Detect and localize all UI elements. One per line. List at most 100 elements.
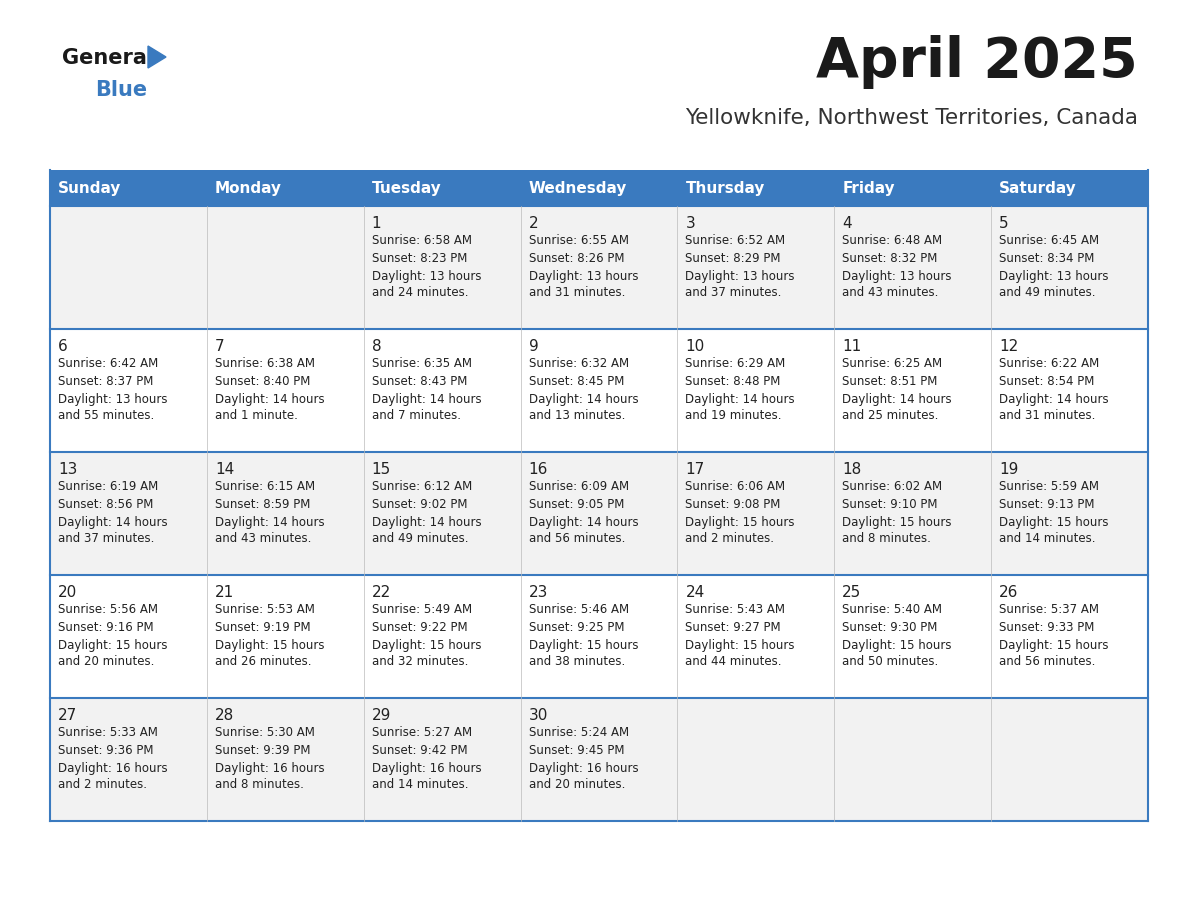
Text: 20: 20 [58,585,77,600]
Text: and 43 minutes.: and 43 minutes. [842,286,939,299]
Text: 19: 19 [999,462,1018,477]
Text: Sunrise: 5:33 AM: Sunrise: 5:33 AM [58,726,158,739]
Text: Sunrise: 6:02 AM: Sunrise: 6:02 AM [842,480,942,493]
Text: Sunrise: 5:46 AM: Sunrise: 5:46 AM [529,603,628,616]
Bar [520,698,677,821]
Text: 21: 21 [215,585,234,600]
Text: Sunset: 8:26 PM: Sunset: 8:26 PM [529,252,624,265]
Text: Sunset: 9:33 PM: Sunset: 9:33 PM [999,621,1094,634]
Bar [520,170,677,206]
Text: Daylight: 15 hours: Daylight: 15 hours [999,639,1108,652]
Bar [50,329,207,452]
Text: Daylight: 13 hours: Daylight: 13 hours [58,393,168,406]
Text: and 14 minutes.: and 14 minutes. [999,532,1095,545]
Text: and 50 minutes.: and 50 minutes. [842,655,939,668]
Text: Sunset: 8:32 PM: Sunset: 8:32 PM [842,252,937,265]
Text: Sunset: 9:39 PM: Sunset: 9:39 PM [215,744,310,757]
Text: 12: 12 [999,339,1018,354]
Text: Thursday: Thursday [685,181,765,196]
Text: Sunset: 9:10 PM: Sunset: 9:10 PM [842,498,937,511]
Text: Daylight: 15 hours: Daylight: 15 hours [685,516,795,529]
Text: 14: 14 [215,462,234,477]
Text: Daylight: 13 hours: Daylight: 13 hours [529,270,638,283]
Text: General: General [62,48,154,68]
Bar [520,575,677,698]
Text: Sunset: 8:51 PM: Sunset: 8:51 PM [842,375,937,388]
Bar [364,575,520,698]
Text: Sunset: 8:48 PM: Sunset: 8:48 PM [685,375,781,388]
Text: 15: 15 [372,462,391,477]
Text: Sunrise: 6:22 AM: Sunrise: 6:22 AM [999,357,1099,370]
Text: Daylight: 15 hours: Daylight: 15 hours [215,639,324,652]
Text: Sunrise: 6:45 AM: Sunrise: 6:45 AM [999,234,1099,247]
Text: Sunrise: 5:53 AM: Sunrise: 5:53 AM [215,603,315,616]
Bar [677,698,834,821]
Text: Daylight: 14 hours: Daylight: 14 hours [372,393,481,406]
Text: Daylight: 15 hours: Daylight: 15 hours [58,639,168,652]
Text: Sunrise: 6:15 AM: Sunrise: 6:15 AM [215,480,315,493]
Text: 6: 6 [58,339,68,354]
Text: Sunset: 8:34 PM: Sunset: 8:34 PM [999,252,1094,265]
Bar [50,452,207,575]
Bar [364,170,520,206]
Bar [364,698,520,821]
Text: Sunrise: 6:58 AM: Sunrise: 6:58 AM [372,234,472,247]
Text: Sunrise: 5:27 AM: Sunrise: 5:27 AM [372,726,472,739]
Text: and 8 minutes.: and 8 minutes. [842,532,931,545]
Text: Daylight: 16 hours: Daylight: 16 hours [372,762,481,775]
Text: Sunrise: 5:43 AM: Sunrise: 5:43 AM [685,603,785,616]
Text: 11: 11 [842,339,861,354]
Text: 5: 5 [999,216,1009,231]
Bar [520,452,677,575]
Bar [207,575,364,698]
Text: Sunrise: 5:24 AM: Sunrise: 5:24 AM [529,726,628,739]
Text: and 19 minutes.: and 19 minutes. [685,409,782,422]
Text: and 32 minutes.: and 32 minutes. [372,655,468,668]
Bar [834,206,991,329]
Text: Daylight: 14 hours: Daylight: 14 hours [685,393,795,406]
Polygon shape [148,46,166,68]
Bar [520,206,677,329]
Text: 30: 30 [529,708,548,723]
Bar [207,170,364,206]
Text: 2: 2 [529,216,538,231]
Text: Sunset: 8:40 PM: Sunset: 8:40 PM [215,375,310,388]
Text: and 49 minutes.: and 49 minutes. [999,286,1095,299]
Text: Sunset: 8:59 PM: Sunset: 8:59 PM [215,498,310,511]
Text: Daylight: 15 hours: Daylight: 15 hours [529,639,638,652]
Text: and 55 minutes.: and 55 minutes. [58,409,154,422]
Text: Sunset: 8:45 PM: Sunset: 8:45 PM [529,375,624,388]
Bar [364,329,520,452]
Text: Sunrise: 6:12 AM: Sunrise: 6:12 AM [372,480,472,493]
Text: Sunrise: 6:25 AM: Sunrise: 6:25 AM [842,357,942,370]
Bar [50,698,207,821]
Text: Sunset: 9:45 PM: Sunset: 9:45 PM [529,744,624,757]
Text: Daylight: 15 hours: Daylight: 15 hours [842,516,952,529]
Text: 3: 3 [685,216,695,231]
Text: Daylight: 14 hours: Daylight: 14 hours [58,516,168,529]
Text: Daylight: 14 hours: Daylight: 14 hours [215,516,324,529]
Text: Sunrise: 5:49 AM: Sunrise: 5:49 AM [372,603,472,616]
Text: Daylight: 13 hours: Daylight: 13 hours [372,270,481,283]
Text: Sunset: 8:54 PM: Sunset: 8:54 PM [999,375,1094,388]
Bar [677,170,834,206]
Text: Sunrise: 6:48 AM: Sunrise: 6:48 AM [842,234,942,247]
Text: Daylight: 16 hours: Daylight: 16 hours [215,762,324,775]
Text: Daylight: 16 hours: Daylight: 16 hours [529,762,638,775]
Text: Sunset: 9:42 PM: Sunset: 9:42 PM [372,744,467,757]
Text: Sunset: 9:13 PM: Sunset: 9:13 PM [999,498,1094,511]
Text: Sunset: 8:37 PM: Sunset: 8:37 PM [58,375,153,388]
Text: and 43 minutes.: and 43 minutes. [215,532,311,545]
Text: Daylight: 14 hours: Daylight: 14 hours [215,393,324,406]
Bar [991,698,1148,821]
Text: and 13 minutes.: and 13 minutes. [529,409,625,422]
Bar [677,575,834,698]
Text: Sunset: 9:36 PM: Sunset: 9:36 PM [58,744,153,757]
Text: and 20 minutes.: and 20 minutes. [58,655,154,668]
Text: Daylight: 14 hours: Daylight: 14 hours [529,393,638,406]
Text: and 8 minutes.: and 8 minutes. [215,778,304,791]
Bar [207,452,364,575]
Bar [677,452,834,575]
Bar [834,575,991,698]
Bar [364,206,520,329]
